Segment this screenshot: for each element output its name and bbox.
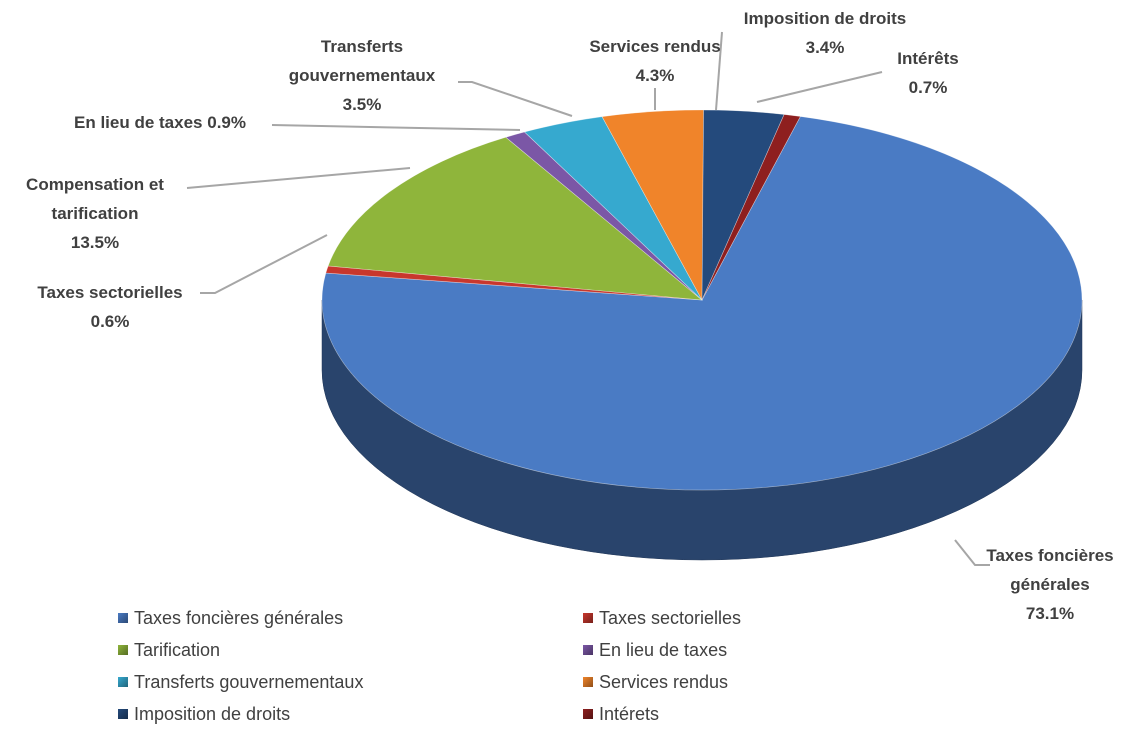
label-name: Transferts gouvernementaux <box>288 37 436 85</box>
slice <box>701 114 801 301</box>
data-label: Imposition de droits 3.4% <box>715 4 935 62</box>
slice <box>321 116 1083 491</box>
data-label: En lieu de taxes 0.9% <box>40 108 280 137</box>
legend-swatch <box>583 645 593 655</box>
label-value: 3.5% <box>342 95 382 114</box>
legend-swatch <box>118 645 128 655</box>
legend-label: Transferts gouvernementaux <box>134 672 364 692</box>
data-label: Taxes foncières générales 73.1% <box>960 541 1134 628</box>
label-value: 4.3% <box>635 66 675 85</box>
label-value: 3.4% <box>805 38 845 57</box>
legend-label: En lieu de taxes <box>599 640 728 660</box>
label-name: Services rendus <box>589 37 721 56</box>
legend-swatch <box>583 709 593 719</box>
legend-swatch <box>583 677 593 687</box>
leader-line <box>200 234 328 294</box>
label-value: 0.7% <box>908 78 948 97</box>
legend-swatch <box>118 677 128 687</box>
label-name: Taxes foncières générales <box>986 546 1114 594</box>
leader-line <box>756 71 883 103</box>
label-name: Imposition de droits <box>743 9 907 28</box>
leader-line <box>715 31 723 111</box>
legend-label: Taxes foncières générales <box>134 608 344 628</box>
data-label: Intérêts 0.7% <box>868 44 988 102</box>
label-name: Taxes sectorielles <box>37 283 183 302</box>
leader-line <box>458 81 573 117</box>
leader-line <box>186 167 411 189</box>
data-label: Transferts gouvernementaux 3.5% <box>262 32 462 119</box>
data-label: Taxes sectorielles 0.6% <box>10 278 210 336</box>
legend-label: Imposition de droits <box>134 704 291 724</box>
data-label: Compensation et tarification 13.5% <box>5 170 185 257</box>
leader-line <box>271 124 521 131</box>
data-label: Services rendus 4.3% <box>575 32 735 90</box>
leader-line <box>954 539 990 566</box>
legend-label: Intérets <box>599 704 660 724</box>
pie-tops <box>321 109 1083 491</box>
legend-label: Tarification <box>134 640 221 660</box>
label-name: En lieu de taxes <box>74 113 203 132</box>
label-name: Compensation et tarification <box>26 175 164 223</box>
legend-swatch <box>118 709 128 719</box>
label-value: 0.6% <box>90 312 130 331</box>
label-value: 73.1% <box>1025 604 1075 623</box>
label-value: 0.9% <box>207 113 246 132</box>
legend-swatch <box>583 613 593 623</box>
label-value: 13.5% <box>70 233 120 252</box>
legend-label: Services rendus <box>599 672 729 692</box>
label-name: Intérêts <box>897 49 959 68</box>
legend-swatch <box>118 613 128 623</box>
legend-label: Taxes sectorielles <box>599 608 742 628</box>
slice <box>327 136 703 301</box>
